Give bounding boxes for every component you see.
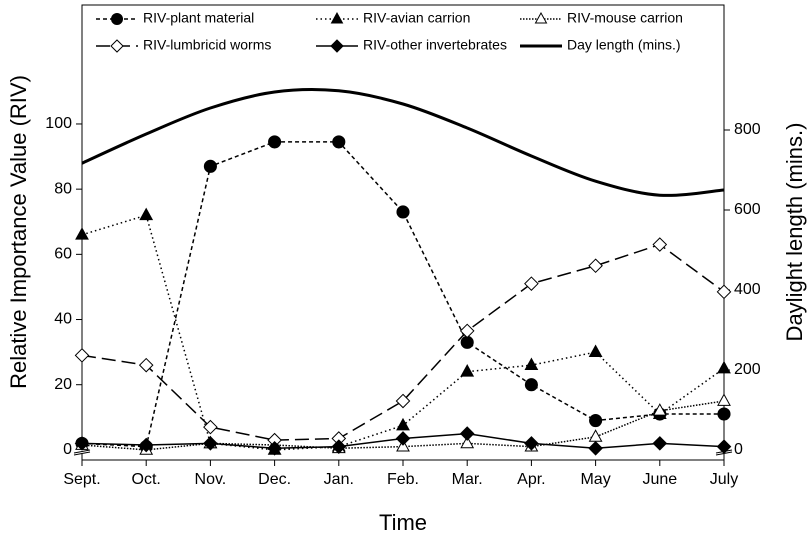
- marker: [396, 417, 410, 431]
- y-tick-label: 60: [54, 246, 72, 263]
- x-axis-title: Time: [379, 510, 427, 535]
- x-tick-label: Oct.: [132, 471, 161, 488]
- day-length-line: [81, 88, 725, 197]
- marker: [524, 436, 539, 451]
- y-tick-label: 40: [54, 311, 72, 328]
- marker: [716, 439, 732, 454]
- marker: [75, 227, 89, 240]
- marker: [459, 426, 475, 441]
- marker: [524, 378, 538, 392]
- marker: [203, 436, 218, 451]
- marker: [268, 135, 282, 149]
- y2-tick-label: 200: [734, 361, 761, 378]
- y2-tick-label: 800: [734, 121, 761, 138]
- marker: [652, 403, 667, 416]
- y2-tick-label: 600: [734, 201, 761, 218]
- axis-break: [73, 449, 91, 454]
- marker: [588, 440, 603, 456]
- x-tick-label: Feb.: [387, 471, 419, 488]
- marker: [203, 419, 218, 435]
- marker: [267, 440, 282, 456]
- x-tick-label: July: [710, 471, 738, 488]
- marker: [534, 11, 548, 24]
- marker: [652, 237, 668, 252]
- legend-label: Day length (mins.): [567, 37, 681, 53]
- y-tick-label: 100: [45, 115, 72, 132]
- marker: [74, 436, 90, 451]
- x-tick-label: May: [580, 471, 610, 488]
- marker: [588, 344, 603, 358]
- marker: [331, 439, 347, 454]
- x-tick-label: Nov.: [195, 471, 227, 488]
- marker: [110, 39, 124, 53]
- marker: [138, 437, 154, 453]
- marker: [138, 357, 154, 373]
- legend-label: RIV-avian carrion: [363, 10, 470, 26]
- y2-axis-title: Daylight length (mins.): [782, 123, 807, 342]
- y-tick-label: 0: [63, 441, 72, 458]
- series-line: [81, 214, 725, 451]
- marker: [460, 364, 475, 377]
- marker: [716, 284, 732, 300]
- y-axis-title: Relative Importance Value (RIV): [6, 75, 31, 389]
- marker: [74, 348, 90, 363]
- marker: [588, 258, 603, 274]
- x-tick-label: Jan.: [324, 471, 354, 488]
- marker: [524, 276, 539, 291]
- x-tick-label: Dec.: [258, 471, 291, 488]
- x-tick-label: Apr.: [517, 471, 545, 488]
- legend-label: RIV-mouse carrion: [567, 10, 683, 26]
- axis-break: [73, 451, 91, 456]
- marker: [717, 393, 731, 406]
- y-tick-label: 80: [54, 180, 72, 197]
- marker: [717, 407, 731, 421]
- marker: [139, 207, 154, 221]
- marker: [460, 435, 475, 449]
- legend-label: RIV-lumbricid worms: [143, 37, 271, 53]
- x-tick-label: Sept.: [63, 471, 100, 488]
- x-tick-label: June: [642, 471, 677, 488]
- marker: [395, 393, 411, 409]
- x-tick-label: Mar.: [452, 471, 483, 488]
- marker: [652, 436, 668, 451]
- marker: [111, 13, 123, 25]
- marker: [330, 39, 344, 53]
- legend-label: RIV-plant material: [143, 10, 254, 26]
- marker: [589, 414, 603, 428]
- plot-frame: [81, 4, 725, 461]
- marker: [396, 205, 410, 219]
- marker: [524, 357, 539, 371]
- marker: [717, 360, 731, 374]
- y2-tick-label: 400: [734, 281, 761, 298]
- marker: [203, 159, 217, 173]
- series-line: [81, 243, 725, 441]
- y2-tick-label: 0: [734, 441, 743, 458]
- y-tick-label: 20: [54, 376, 72, 393]
- marker: [459, 323, 475, 339]
- marker: [332, 135, 346, 149]
- marker: [395, 431, 411, 446]
- marker: [330, 11, 344, 24]
- series-line: [81, 141, 724, 448]
- legend-label: RIV-other invertebrates: [363, 37, 507, 53]
